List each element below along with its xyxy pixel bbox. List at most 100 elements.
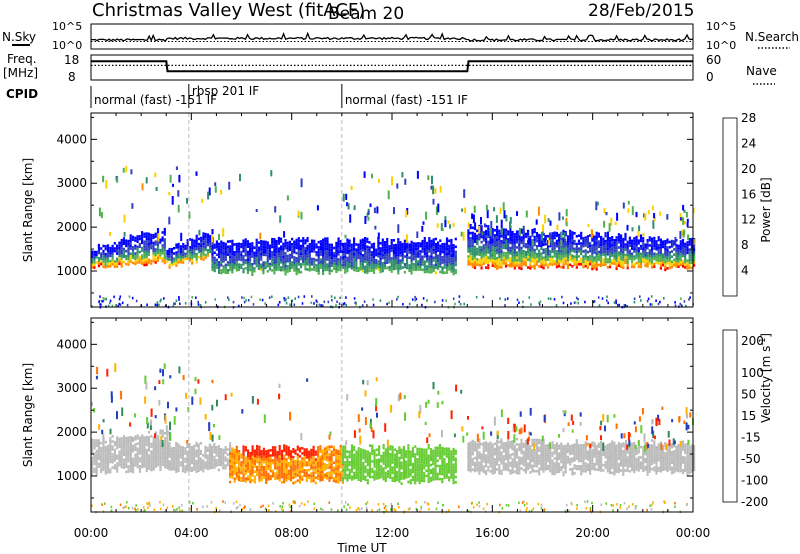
near-range-cell — [99, 295, 101, 298]
heatmap-cell — [364, 455, 367, 458]
heatmap-cell — [593, 256, 596, 259]
heatmap-cell — [496, 241, 499, 244]
heatmap-cell — [251, 263, 254, 266]
heatmap-cell — [529, 254, 532, 257]
heatmap-cell — [235, 261, 238, 264]
speckle-cell — [638, 225, 641, 232]
heatmap-cell — [170, 247, 173, 251]
heatmap-cell — [226, 458, 229, 462]
heatmap-cell — [524, 256, 527, 259]
heatmap-cell — [156, 248, 160, 252]
heatmap-cell — [200, 236, 203, 240]
heatmap-cell — [184, 457, 187, 461]
heatmap-cell — [122, 252, 125, 256]
heatmap-cell — [276, 456, 279, 459]
heatmap-cell — [294, 462, 297, 466]
heatmap-cell — [540, 242, 543, 245]
heatmap-cell — [244, 472, 247, 475]
heatmap-cell — [154, 460, 157, 463]
speckle-cell — [493, 207, 496, 212]
heatmap-cell — [366, 245, 369, 249]
heatmap-cell — [204, 235, 207, 239]
heatmap-cell — [102, 460, 105, 464]
speckle-cell — [542, 224, 544, 234]
heatmap-cell — [485, 237, 488, 241]
heatmap-cell — [633, 265, 636, 269]
near-range-cell — [197, 303, 200, 306]
heatmap-cell — [260, 476, 263, 479]
heatmap-cell — [235, 458, 238, 462]
heatmap-cell — [350, 251, 353, 254]
heatmap-cell — [129, 438, 132, 442]
heatmap-cell — [256, 452, 259, 456]
heatmap-cell — [586, 266, 589, 269]
heatmap-cell — [577, 234, 581, 237]
heatmap-cell — [362, 472, 365, 475]
heatmap-cell — [265, 463, 268, 466]
speckle-cell — [541, 231, 544, 236]
heatmap-cell — [222, 270, 225, 274]
freq-label: Freq. — [7, 52, 37, 66]
heatmap-cell — [138, 452, 142, 455]
near-range-cell — [504, 298, 507, 301]
heatmap-cell — [637, 252, 640, 255]
heatmap-cell — [302, 263, 305, 266]
heatmap-cell — [317, 266, 320, 270]
heatmap-cell — [255, 256, 258, 260]
heatmap-cell — [271, 250, 274, 254]
heatmap-cell — [132, 436, 135, 440]
heatmap-cell — [274, 451, 277, 454]
heatmap-cell — [372, 247, 376, 251]
heatmap-cell — [419, 255, 422, 258]
heatmap-cell — [591, 252, 594, 255]
near-range-cell — [261, 298, 264, 302]
heatmap-cell — [188, 466, 191, 470]
heatmap-cell — [564, 233, 567, 237]
heatmap-cell — [677, 247, 680, 250]
heatmap-cell — [97, 444, 100, 448]
heatmap-cell — [333, 257, 336, 260]
heatmap-cell — [366, 463, 369, 467]
heatmap-cell — [273, 248, 276, 251]
heatmap-cell — [659, 254, 662, 257]
heatmap-cell — [391, 456, 394, 459]
heatmap-cell — [324, 247, 327, 251]
near-range-cell — [320, 304, 322, 307]
heatmap-cell — [127, 449, 130, 452]
heatmap-cell — [535, 263, 539, 266]
heatmap-cell — [258, 479, 261, 483]
heatmap-cell — [253, 465, 256, 468]
heatmap-cell — [266, 254, 269, 257]
heatmap-cell — [111, 263, 114, 266]
heatmap-cell — [328, 453, 331, 456]
heatmap-cell — [553, 247, 556, 250]
heatmap-cell — [273, 240, 276, 244]
heatmap-cell — [384, 476, 387, 480]
heatmap-cell — [295, 262, 298, 265]
heatmap-cell — [182, 248, 185, 251]
heatmap-cell — [332, 466, 335, 470]
heatmap-cell — [382, 462, 385, 465]
heatmap-cell — [410, 251, 413, 254]
heatmap-cell — [400, 451, 403, 454]
heatmap-cell — [357, 455, 360, 458]
heatmap-cell — [122, 255, 125, 259]
heatmap-cell — [284, 241, 287, 245]
heatmap-cell — [566, 261, 569, 264]
heatmap-cell — [170, 250, 173, 254]
heatmap-cell — [339, 268, 342, 272]
speckle-cell — [214, 186, 217, 193]
heatmap-cell — [527, 253, 530, 256]
heatmap-cell — [520, 267, 523, 271]
panel-background — [91, 113, 693, 307]
heatmap-cell — [337, 468, 340, 471]
near-range-cell — [518, 301, 520, 304]
speckle-cell — [376, 206, 379, 214]
heatmap-cell — [319, 450, 322, 453]
heatmap-cell — [395, 249, 398, 252]
heatmap-cell — [257, 251, 260, 255]
heatmap-cell — [653, 242, 656, 245]
heatmap-cell — [493, 255, 496, 258]
heatmap-cell — [441, 271, 444, 275]
heatmap-cell — [152, 257, 155, 260]
